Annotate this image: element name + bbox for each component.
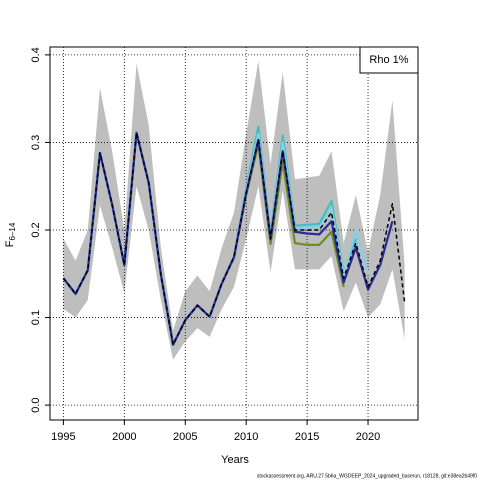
y-tick-label: 0.2 xyxy=(30,222,42,237)
x-tick-label: 2005 xyxy=(173,431,197,443)
y-axis-label-sub: 6–14 xyxy=(8,222,17,240)
confidence-band xyxy=(63,61,405,360)
y-tick-label: 0.4 xyxy=(30,47,42,62)
x-axis-label: Years xyxy=(221,454,249,466)
series-line xyxy=(62,132,406,346)
x-tick-label: 2010 xyxy=(234,431,258,443)
plot-frame xyxy=(49,46,419,421)
y-axis-label-main: F xyxy=(4,240,16,247)
legend-text: Rho 1% xyxy=(369,54,408,66)
x-tick-label: 2000 xyxy=(112,431,136,443)
y-axis-label: F6–14 xyxy=(4,222,17,247)
y-tick-label: 0.1 xyxy=(30,310,42,325)
y-tick-label: 0.3 xyxy=(30,135,42,150)
x-tick-label: 1995 xyxy=(51,431,75,443)
x-tick-label: 2020 xyxy=(356,431,380,443)
legend-box xyxy=(359,46,419,74)
footnote: stockassessment.org, ARU.27.5b6a_WGDEEP_… xyxy=(257,473,477,479)
y-tick-label: 0.0 xyxy=(30,397,42,412)
x-tick-label: 2015 xyxy=(295,431,319,443)
